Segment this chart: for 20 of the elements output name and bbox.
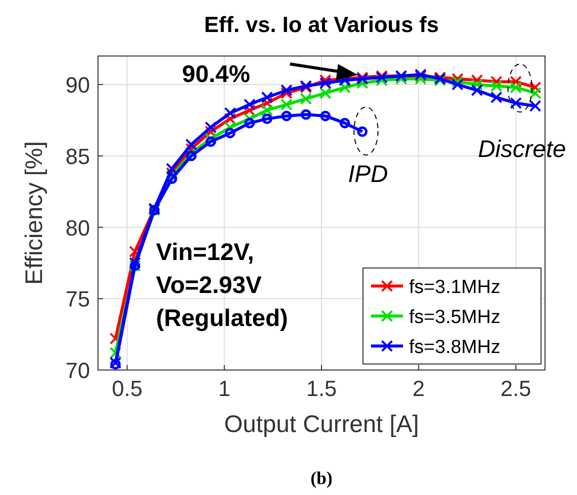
- text: (b): [310, 468, 333, 488]
- legend-label: fs=3.5MHz: [409, 307, 500, 328]
- annotation: Vin=12V, Vo=2.93V (Regulated): [156, 239, 288, 332]
- x-axis-title: Output Current [A]: [224, 411, 419, 438]
- y-tick-label: 70: [66, 358, 90, 383]
- y-tick-label: 90: [66, 72, 90, 98]
- y-tick-label: 85: [66, 144, 90, 169]
- x-tick-label: 2.5: [500, 376, 532, 401]
- y-axis-title: Efficiency [%]: [21, 141, 48, 285]
- annotation: IPD: [348, 161, 388, 188]
- chart-title: Eff. vs. Io at Various fs: [204, 12, 439, 37]
- x-tick-label: 0.5: [112, 376, 142, 401]
- annotation: 90.4%: [182, 61, 250, 88]
- legend-label: fs=3.8MHz: [409, 337, 500, 358]
- y-tick-label: 80: [66, 215, 90, 240]
- y-tick-label: 75: [66, 286, 90, 312]
- legend-label: fs=3.1MHz: [409, 277, 500, 298]
- x-tick-label: 1.5: [306, 376, 337, 401]
- x-tick-label: 2: [412, 376, 425, 401]
- x-tick-label: 1: [218, 376, 230, 401]
